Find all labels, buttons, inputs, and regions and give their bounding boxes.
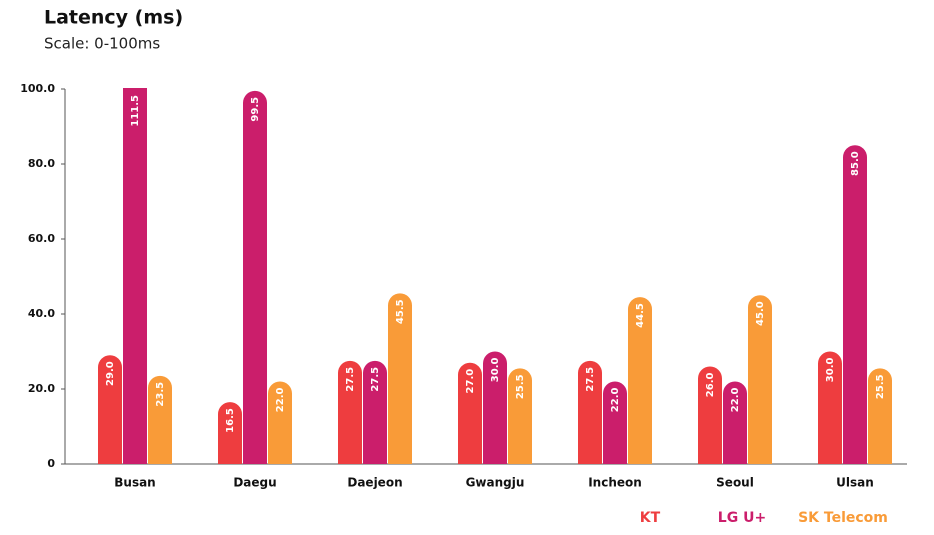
bar [748, 295, 772, 464]
x-tick-label: Seoul [716, 476, 754, 490]
value-label: 25.5 [515, 374, 526, 399]
value-label: 27.0 [465, 369, 476, 394]
value-label: 22.0 [610, 387, 621, 412]
bars [98, 88, 892, 464]
x-tick-label: Incheon [588, 476, 642, 490]
y-tick-label: 20.0 [28, 382, 55, 395]
y-tick-label: 80.0 [28, 157, 55, 170]
bar [508, 368, 532, 464]
value-label: 27.5 [345, 367, 356, 392]
legend-label: KT [640, 510, 661, 526]
x-tick-label: Daegu [233, 476, 276, 490]
bar [458, 362, 482, 464]
y-tick-label: 100.0 [20, 82, 55, 95]
chart-subtitle: Scale: 0-100ms [44, 35, 160, 53]
x-tick-label: Ulsan [836, 476, 874, 490]
value-label: 111.5 [130, 95, 141, 127]
value-label: 22.0 [275, 387, 286, 412]
bar [628, 297, 652, 464]
value-label: 26.0 [705, 372, 716, 397]
bar [388, 293, 412, 464]
bar [868, 368, 892, 464]
bar [218, 402, 242, 464]
bar [268, 381, 292, 464]
bar [98, 355, 122, 464]
bar [843, 145, 867, 464]
value-label: 27.5 [370, 367, 381, 392]
bar [123, 88, 147, 464]
value-label: 44.5 [635, 303, 646, 328]
x-tick-label: Gwangju [466, 476, 525, 490]
bar [698, 366, 722, 464]
value-label: 22.0 [730, 387, 741, 412]
bar [723, 381, 747, 464]
value-label: 99.5 [250, 97, 261, 122]
value-label: 45.0 [755, 301, 766, 326]
bar [483, 351, 507, 464]
chart-title: Latency (ms) [44, 7, 183, 29]
x-tick-label: Busan [114, 476, 155, 490]
y-tick-label: 40.0 [28, 307, 55, 320]
value-label: 45.5 [395, 299, 406, 324]
value-label: 27.5 [585, 367, 596, 392]
value-label: 29.0 [105, 361, 116, 386]
value-label: 25.5 [875, 374, 886, 399]
value-label: 30.0 [490, 357, 501, 382]
x-tick-label: Daejeon [347, 476, 402, 490]
legend-label: LG U+ [718, 510, 766, 526]
value-label: 23.5 [155, 382, 166, 407]
value-label: 85.0 [850, 151, 861, 176]
value-label: 30.0 [825, 357, 836, 382]
bar [578, 360, 602, 464]
y-tick-label: 60.0 [28, 232, 55, 245]
bar [818, 351, 842, 464]
legend-label: SK Telecom [798, 510, 888, 526]
bar [148, 375, 172, 464]
value-label: 16.5 [225, 408, 236, 433]
bar [603, 381, 627, 464]
bar [363, 360, 387, 464]
y-tick-label: 0 [47, 457, 55, 470]
bar [338, 360, 362, 464]
bar [243, 90, 267, 464]
